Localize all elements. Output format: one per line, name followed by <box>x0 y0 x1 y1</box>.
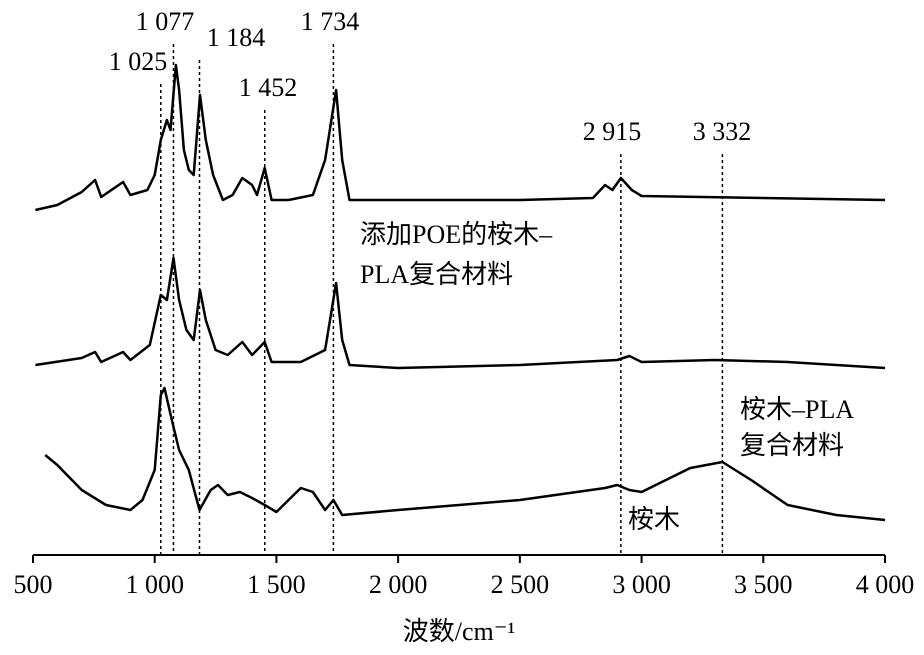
x-tick-label: 2 000 <box>369 570 428 599</box>
spectrum-line <box>35 63 886 212</box>
series-label: 复合材料 <box>740 431 844 460</box>
series-label: 添加POE的桉木– <box>360 220 553 249</box>
spectrum-line <box>35 256 886 370</box>
series-label: 桉木 <box>628 505 680 534</box>
x-tick-label: 3 000 <box>612 570 671 599</box>
x-tick-label: 3 500 <box>734 570 793 599</box>
x-tick-label: 1 000 <box>125 570 184 599</box>
peak-label: 1 025 <box>109 47 168 76</box>
peak-label: 1 184 <box>207 23 266 52</box>
x-tick-label: 1 500 <box>247 570 306 599</box>
x-tick-label: 4 000 <box>856 570 915 599</box>
x-tick-label: 2 500 <box>491 570 550 599</box>
peak-label: 1 077 <box>136 7 195 36</box>
peak-label: 3 332 <box>693 117 752 146</box>
series-label: PLA复合材料 <box>360 260 513 289</box>
x-tick-label: 500 <box>14 570 53 599</box>
peak-label: 2 915 <box>583 117 642 146</box>
spectrum-line <box>44 386 886 522</box>
peak-label: 1 452 <box>239 73 298 102</box>
x-axis-label: 波数/cm⁻¹ <box>403 617 516 646</box>
series-label: 桉木–PLA <box>740 395 854 424</box>
peak-label: 1 734 <box>301 7 360 36</box>
